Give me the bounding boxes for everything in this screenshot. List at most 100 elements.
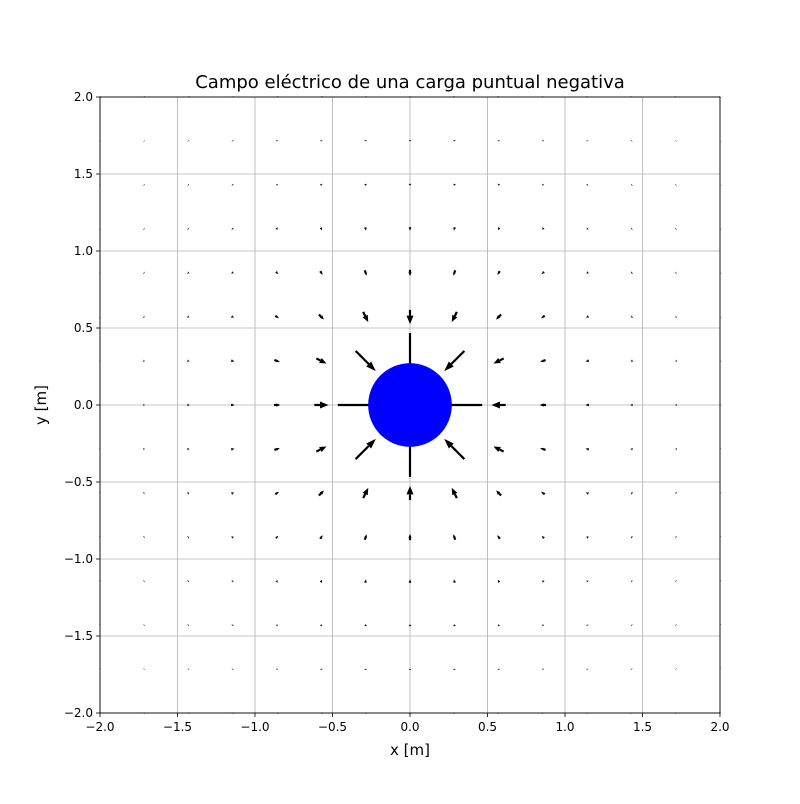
field-arrow xyxy=(188,625,189,626)
field-arrow-shaft xyxy=(587,581,588,582)
field-arrow xyxy=(188,273,189,274)
field-arrow xyxy=(364,534,367,539)
field-arrow xyxy=(316,446,326,452)
field-arrow-shaft xyxy=(499,537,500,538)
field-arrow xyxy=(321,668,322,669)
field-arrow xyxy=(675,493,676,494)
field-arrow xyxy=(675,185,676,186)
field-arrow xyxy=(540,359,545,362)
field-arrow xyxy=(276,580,277,582)
field-arrow xyxy=(444,351,464,371)
field-arrow-shaft xyxy=(587,228,588,229)
field-arrow xyxy=(320,535,322,539)
field-arrow xyxy=(188,229,189,230)
field-arrow xyxy=(232,316,235,317)
field-arrow xyxy=(587,141,588,142)
field-arrow-head xyxy=(585,404,587,406)
field-arrow xyxy=(144,537,145,538)
field-arrow xyxy=(144,317,145,318)
field-arrow-head xyxy=(409,229,411,231)
field-arrow-shaft xyxy=(275,493,276,494)
field-arrow xyxy=(631,493,633,494)
y-tick-label: −2.0 xyxy=(64,706,93,720)
field-arrow xyxy=(144,229,145,230)
field-arrow xyxy=(321,580,322,583)
x-tick-label: 0.0 xyxy=(400,720,419,734)
field-arrow xyxy=(321,140,322,141)
field-arrow xyxy=(587,580,588,581)
field-arrow xyxy=(587,624,588,625)
field-arrow xyxy=(277,668,278,669)
field-arrow xyxy=(232,624,233,625)
field-arrow-shaft xyxy=(499,494,501,496)
field-arrow-head xyxy=(454,668,455,669)
field-arrow-shaft xyxy=(500,450,504,452)
field-arrow-shaft xyxy=(275,316,276,317)
field-arrow xyxy=(144,273,145,274)
field-arrow xyxy=(498,668,499,669)
field-arrow-head xyxy=(408,272,411,276)
field-arrow xyxy=(188,185,189,186)
field-arrow-head xyxy=(233,404,235,406)
field-arrow xyxy=(498,580,499,583)
field-arrow xyxy=(585,404,589,406)
field-arrow-shaft xyxy=(365,538,366,540)
field-arrow xyxy=(187,449,189,450)
field-arrow xyxy=(188,581,189,582)
field-arrow xyxy=(675,273,676,274)
field-arrow-head xyxy=(407,316,414,325)
field-arrow xyxy=(365,140,366,142)
field-arrow xyxy=(453,534,456,539)
field-arrow xyxy=(231,404,235,406)
field-arrow-shaft xyxy=(232,493,233,494)
x-tick-label: 0.5 xyxy=(478,720,497,734)
field-arrow xyxy=(232,228,233,229)
field-arrow-head xyxy=(454,624,455,625)
field-arrow xyxy=(631,669,632,670)
field-arrow xyxy=(188,537,189,538)
field-arrow-shaft xyxy=(365,270,366,272)
field-arrow xyxy=(675,317,676,318)
point-charge xyxy=(368,363,452,447)
field-arrow xyxy=(631,229,632,230)
field-arrow-shaft xyxy=(232,581,233,582)
field-arrow xyxy=(408,534,411,540)
field-arrow xyxy=(409,227,411,231)
field-arrow xyxy=(454,624,455,626)
field-arrow-head xyxy=(630,360,631,361)
field-arrow-head xyxy=(188,449,189,450)
field-arrow xyxy=(675,229,676,230)
field-arrow xyxy=(274,359,279,362)
field-arrow xyxy=(542,228,543,230)
x-tick-label: −0.5 xyxy=(318,720,347,734)
field-arrow-head xyxy=(491,402,500,409)
field-arrow-shaft xyxy=(321,581,322,582)
field-arrow-shaft xyxy=(319,314,321,316)
field-arrow xyxy=(275,492,279,494)
field-arrow-head xyxy=(365,141,366,142)
field-arrow xyxy=(407,486,414,500)
field-arrow xyxy=(587,184,588,185)
field-arrow xyxy=(542,184,543,185)
field-arrow-head xyxy=(277,403,281,406)
field-arrow xyxy=(543,140,544,141)
field-arrow-shaft xyxy=(316,450,320,452)
field-arrow xyxy=(321,184,322,186)
field-arrow-shaft xyxy=(455,312,457,316)
field-arrow-shaft xyxy=(499,271,500,272)
field-arrow-shaft xyxy=(319,494,321,496)
field-arrow xyxy=(541,492,545,494)
field-arrow xyxy=(587,669,588,670)
field-arrow xyxy=(144,361,146,362)
field-arrow-shaft xyxy=(276,537,277,538)
field-arrow xyxy=(497,271,499,275)
field-arrow xyxy=(321,228,322,231)
field-arrow xyxy=(188,669,189,670)
field-arrow xyxy=(274,448,279,451)
x-tick-label: 1.5 xyxy=(633,720,652,734)
field-arrow xyxy=(316,358,326,364)
field-arrow xyxy=(498,624,499,626)
x-tick-label: 1.0 xyxy=(555,720,574,734)
field-arrow-shaft xyxy=(587,272,588,273)
field-arrow-shaft xyxy=(232,272,233,273)
